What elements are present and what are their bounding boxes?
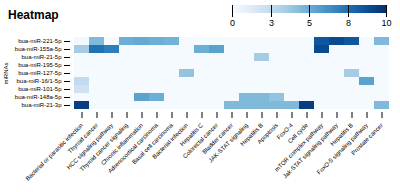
svg-text:HCC signaling pathway: HCC signaling pathway [65,122,115,171]
svg-text:0: 0 [230,18,235,28]
svg-text:miRNAs: miRNAs [3,63,9,85]
svg-text:Colorectal cancer: Colorectal cancer [181,122,220,160]
svg-text:bua-miR-101-5p: bua-miR-101-5p [18,86,62,92]
svg-text:Jak-STAT signaling pathway: Jak-STAT signaling pathway [282,122,339,179]
html-text:Heatmap: Heatmap [8,8,59,22]
svg-text:bua-miR-195-5p: bua-miR-195-5p [18,62,62,68]
svg-text:Hepatitis C: Hepatitis C [179,122,205,148]
svg-text:bua-miR-221-5p: bua-miR-221-5p [18,38,62,44]
svg-text:bua-miR-148a-5p: bua-miR-148a-5p [15,94,62,100]
svg-text:bua-miR-21-5p: bua-miR-21-5p [21,54,62,60]
svg-text:Thyroid cancer signaling: Thyroid cancer signaling [78,122,130,173]
svg-text:FoxO-4: FoxO-4 [275,122,295,141]
svg-text:bua-miR-127-5p: bua-miR-127-5p [18,70,62,76]
svg-text:bua-miR-21-3p: bua-miR-21-3p [21,102,62,108]
svg-text:Bladder cancer: Bladder cancer [201,122,235,155]
svg-text:FoxO-5 signaling pathway: FoxO-5 signaling pathway [315,122,370,176]
svg-text:mTOR complex pathway: mTOR complex pathway [273,122,325,173]
svg-text:Cell cycle: Cell cycle [286,122,310,145]
svg-text:Adrenocortical carcinoma: Adrenocortical carcinoma [106,122,160,175]
svg-text:Thyroid cancer: Thyroid cancer [66,122,100,155]
svg-text:Hepatitis B: Hepatitis B [239,122,265,147]
svg-text:Bacterial or parasitic infecti: Bacterial or parasitic infection [24,122,84,182]
svg-text:3: 3 [269,18,274,28]
svg-text:Basal cell carcinoma: Basal cell carcinoma [130,122,175,166]
svg-text:Chronic inflammation: Chronic inflammation [100,122,145,167]
svg-text:10: 10 [381,18,391,28]
svg-text:JAK-STAT signaling: JAK-STAT signaling [207,122,250,164]
svg-text:Bacterial infection: Bacterial infection [151,122,190,160]
svg-text:8: 8 [346,18,351,28]
svg-text:5: 5 [307,18,312,28]
svg-text:Apoptosis: Apoptosis [256,122,279,145]
svg-text:Hepatitis B: Hepatitis B [329,122,355,147]
svg-text:bua-miR-16/1-5p: bua-miR-16/1-5p [16,78,62,84]
svg-text:Prostate cancer: Prostate cancer [350,122,384,156]
svg-text:bua-miR-155a-5p: bua-miR-155a-5p [15,46,62,52]
